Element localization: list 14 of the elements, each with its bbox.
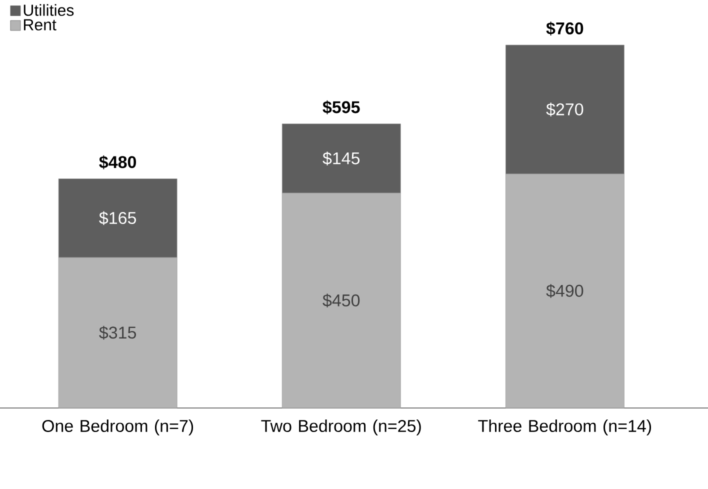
legend-label: Utilities bbox=[24, 4, 74, 16]
legend-label: Rent bbox=[24, 19, 56, 30]
data-label: $450 bbox=[322, 294, 360, 308]
data-label: $270 bbox=[546, 102, 584, 116]
data-label: $145 bbox=[322, 152, 360, 166]
total-label: $480 bbox=[99, 155, 136, 170]
total-label: $595 bbox=[322, 100, 360, 114]
total-label: $760 bbox=[546, 22, 584, 36]
data-label: $315 bbox=[99, 326, 136, 340]
x-tick-label: Two Bedroom (n=25) bbox=[261, 420, 421, 436]
x-tick-label: One Bedroom (n=7) bbox=[42, 420, 194, 436]
data-label: $165 bbox=[99, 211, 136, 226]
x-tick-label: Three Bedroom (n=14) bbox=[478, 420, 652, 436]
data-label: $490 bbox=[546, 284, 584, 298]
